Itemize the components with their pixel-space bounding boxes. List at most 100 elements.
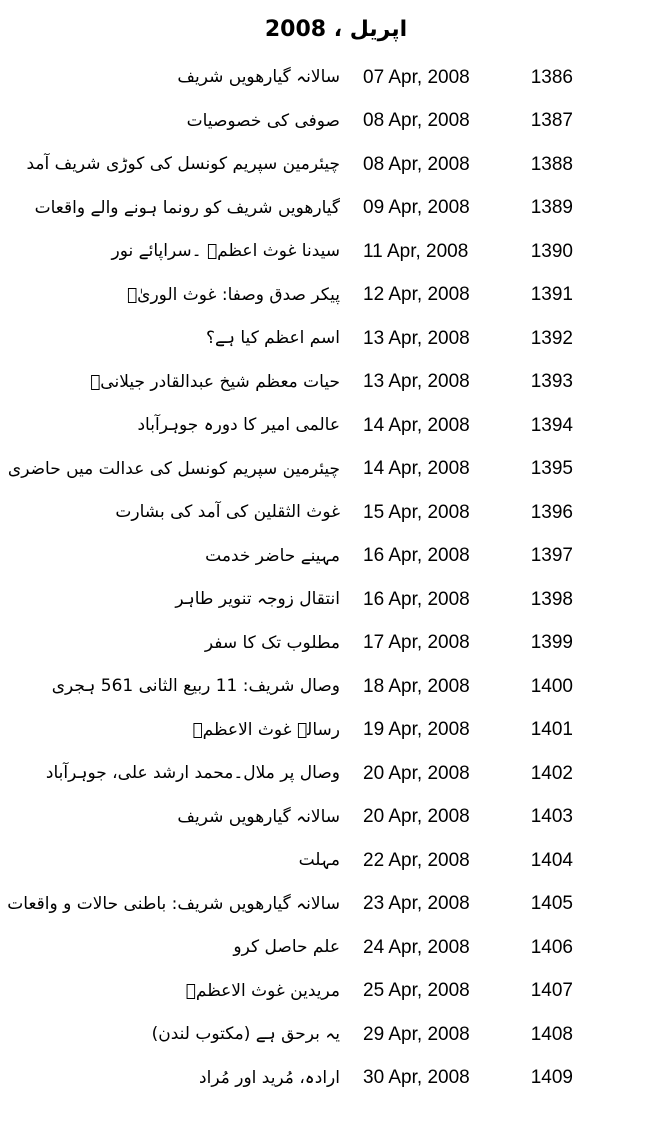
lecture-date: 13 Apr, 2008 <box>363 371 470 393</box>
lecture-title-link[interactable]: پیکر صدق وصفا: غوث الوریٰؓ <box>126 284 340 305</box>
list-item: عالمی امیر کا دورہ جوہرآباد 14 Apr, 2008… <box>0 404 672 448</box>
lecture-number: 1396 <box>530 501 573 523</box>
lecture-date: 20 Apr, 2008 <box>363 806 470 828</box>
list-item: اسم اعظم کیا ہے؟ 13 Apr, 2008 1392 <box>0 317 672 361</box>
lecture-number: 1404 <box>530 849 573 871</box>
lecture-title-cell: سالانہ گیارھویں شریف <box>0 67 345 88</box>
lecture-number: 1393 <box>530 371 573 393</box>
lecture-number: 1400 <box>530 675 573 697</box>
lecture-number: 1409 <box>530 1067 573 1089</box>
list-item: سیدنا غوث اعظمؓ ۔سراپائے نور 11 Apr, 200… <box>0 230 672 274</box>
lecture-number: 1390 <box>530 240 573 262</box>
lecture-date: 16 Apr, 2008 <box>363 588 470 610</box>
lecture-title-link[interactable]: غوث الثقلین کی آمد کی بشارت <box>115 502 340 523</box>
lecture-title-cell: عالمی امیر کا دورہ جوہرآباد <box>0 415 345 436</box>
lecture-title-link[interactable]: سیدنا غوث اعظمؓ ۔سراپائے نور <box>111 241 340 262</box>
lecture-title-link[interactable]: مہینے حاضر خدمت <box>205 545 340 566</box>
lecture-title-link[interactable]: صوفی کی خصوصیات <box>186 110 340 131</box>
lecture-date: 20 Apr, 2008 <box>363 762 470 784</box>
list-item: صوفی کی خصوصیات 08 Apr, 2008 1387 <box>0 100 672 144</box>
lecture-title-cell: حیات معظم شیخ عبدالقادر جیلانیؒ <box>0 372 345 393</box>
lecture-title-cell: سالانہ گیارھویں شریف <box>0 807 345 828</box>
lecture-title-link[interactable]: مریدین غوث الاعظمؓ <box>185 980 340 1001</box>
lecture-date: 24 Apr, 2008 <box>363 936 470 958</box>
list-item: سالانہ گیارھویں شریف: باطنی حالات و واقع… <box>0 883 672 927</box>
list-item: انتقال زوجہ تنویر طاہر 16 Apr, 2008 1398 <box>0 578 672 622</box>
lecture-number: 1388 <box>530 153 573 175</box>
lecture-number: 1394 <box>530 414 573 436</box>
lecture-title-link[interactable]: یہ برحق ہے (مکتوب لندن) <box>151 1024 340 1045</box>
lecture-date: 13 Apr, 2008 <box>363 327 470 349</box>
lecture-title-cell: رسالہ غوث الاعظمؓ <box>0 720 345 741</box>
lecture-number: 1402 <box>530 762 573 784</box>
lecture-number: 1405 <box>530 893 573 915</box>
page-title: اپریل ، 2008 <box>264 17 408 42</box>
lecture-title-link[interactable]: انتقال زوجہ تنویر طاہر <box>175 589 340 610</box>
lecture-list: سالانہ گیارھویں شریف 07 Apr, 2008 1386 ص… <box>0 56 672 1100</box>
lecture-title-cell: وصال پر ملال۔محمد ارشد علی، جوہرآباد <box>0 763 345 784</box>
lecture-date: 17 Apr, 2008 <box>363 632 470 654</box>
list-item: سالانہ گیارھویں شریف 20 Apr, 2008 1403 <box>0 796 672 840</box>
lecture-title-cell: گیارھویں شریف کو رونما ہونے والے واقعات <box>0 198 345 219</box>
lecture-date: 14 Apr, 2008 <box>363 458 470 480</box>
lecture-date: 09 Apr, 2008 <box>363 197 470 219</box>
lecture-date: 15 Apr, 2008 <box>363 501 470 523</box>
lecture-title-cell: چیئرمین سپریم کونسل کی عدالت میں حاضری <box>0 459 345 480</box>
list-item: مہینے حاضر خدمت 16 Apr, 2008 1397 <box>0 535 672 579</box>
lecture-title-cell: اسم اعظم کیا ہے؟ <box>0 328 345 349</box>
list-item: مطلوب تک کا سفر 17 Apr, 2008 1399 <box>0 622 672 666</box>
list-item: مریدین غوث الاعظمؓ 25 Apr, 2008 1407 <box>0 970 672 1014</box>
lecture-number: 1407 <box>530 980 573 1002</box>
lecture-number: 1399 <box>530 632 573 654</box>
lecture-title-cell: سیدنا غوث اعظمؓ ۔سراپائے نور <box>0 241 345 262</box>
lecture-date: 19 Apr, 2008 <box>363 719 470 741</box>
lecture-number: 1406 <box>530 936 573 958</box>
list-item: گیارھویں شریف کو رونما ہونے والے واقعات … <box>0 187 672 231</box>
lecture-title-cell: انتقال زوجہ تنویر طاہر <box>0 589 345 610</box>
lecture-title-link[interactable]: علم حاصل کرو <box>233 937 340 958</box>
lecture-title-cell: مہینے حاضر خدمت <box>0 546 345 567</box>
lecture-date: 08 Apr, 2008 <box>363 153 470 175</box>
lecture-date: 12 Apr, 2008 <box>363 284 470 306</box>
lecture-title-link[interactable]: مطلوب تک کا سفر <box>204 632 340 653</box>
lecture-title-cell: مطلوب تک کا سفر <box>0 633 345 654</box>
lecture-number: 1401 <box>530 719 573 741</box>
lecture-title-link[interactable]: مہلت <box>298 850 340 871</box>
lecture-title-link[interactable]: عالمی امیر کا دورہ جوہرآباد <box>137 415 340 436</box>
lecture-title-link[interactable]: گیارھویں شریف کو رونما ہونے والے واقعات <box>34 197 340 218</box>
lecture-title-link[interactable]: وصال پر ملال۔محمد ارشد علی، جوہرآباد <box>45 763 340 784</box>
lecture-title-cell: سالانہ گیارھویں شریف: باطنی حالات و واقع… <box>0 894 345 915</box>
lecture-number: 1391 <box>530 284 573 306</box>
lecture-title-cell: یہ برحق ہے (مکتوب لندن) <box>0 1024 345 1045</box>
lecture-title-cell: صوفی کی خصوصیات <box>0 111 345 132</box>
lecture-title-cell: ارادہ، مُرید اور مُراد <box>0 1068 345 1089</box>
list-item: وصال پر ملال۔محمد ارشد علی، جوہرآباد 20 … <box>0 752 672 796</box>
lecture-title-cell: علم حاصل کرو <box>0 937 345 958</box>
lecture-title-cell: غوث الثقلین کی آمد کی بشارت <box>0 502 345 523</box>
lecture-number: 1408 <box>530 1023 573 1045</box>
lecture-title-link[interactable]: سالانہ گیارھویں شریف <box>177 806 340 827</box>
lecture-title-cell: چیئرمین سپریم کونسل کی کوڑی شریف آمد <box>0 154 345 175</box>
lecture-date: 07 Apr, 2008 <box>363 66 470 88</box>
list-item: چیئرمین سپریم کونسل کی کوڑی شریف آمد 08 … <box>0 143 672 187</box>
lecture-date: 18 Apr, 2008 <box>363 675 470 697</box>
lecture-title-link[interactable]: حیات معظم شیخ عبدالقادر جیلانیؒ <box>90 371 340 392</box>
lecture-title-link[interactable]: سالانہ گیارھویں شریف: باطنی حالات و واقع… <box>7 893 340 914</box>
lecture-title-link[interactable]: چیئرمین سپریم کونسل کی عدالت میں حاضری <box>7 458 340 479</box>
list-item: پیکر صدق وصفا: غوث الوریٰؓ 12 Apr, 2008 … <box>0 274 672 318</box>
lecture-title-link[interactable]: سالانہ گیارھویں شریف <box>177 67 340 88</box>
list-item: یہ برحق ہے (مکتوب لندن) 29 Apr, 2008 140… <box>0 1013 672 1057</box>
lecture-number: 1398 <box>530 588 573 610</box>
lecture-number: 1392 <box>530 327 573 349</box>
lecture-title-link[interactable]: چیئرمین سپریم کونسل کی کوڑی شریف آمد <box>26 154 340 175</box>
lecture-title-link[interactable]: رسالہ غوث الاعظمؓ <box>192 719 340 740</box>
lecture-title-link[interactable]: اسم اعظم کیا ہے؟ <box>206 328 340 349</box>
list-item: ارادہ، مُرید اور مُراد 30 Apr, 2008 1409 <box>0 1057 672 1101</box>
lecture-date: 16 Apr, 2008 <box>363 545 470 567</box>
lecture-number: 1389 <box>530 197 573 219</box>
list-item: رسالہ غوث الاعظمؓ 19 Apr, 2008 1401 <box>0 709 672 753</box>
lecture-title-link[interactable]: ارادہ، مُرید اور مُراد <box>199 1067 340 1088</box>
list-item: علم حاصل کرو 24 Apr, 2008 1406 <box>0 926 672 970</box>
list-item: سالانہ گیارھویں شریف 07 Apr, 2008 1386 <box>0 56 672 100</box>
lecture-title-link[interactable]: وصال شریف: 11 ربیع الثانی 561 ہجری <box>51 676 340 697</box>
